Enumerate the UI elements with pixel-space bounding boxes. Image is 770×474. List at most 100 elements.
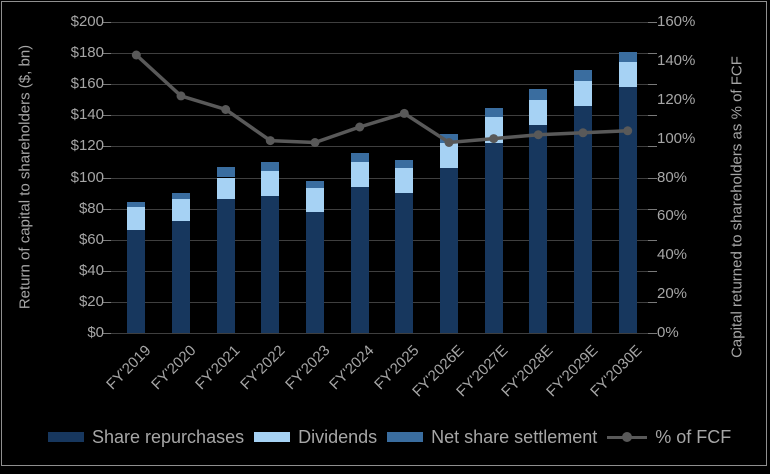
axis-tick <box>102 22 111 23</box>
gridline <box>110 271 648 272</box>
left-axis-tick-label: $0 <box>87 324 104 341</box>
legend: Share repurchases Dividends Net share sett… <box>48 425 731 449</box>
legend-item-pct-of-fcf: % of FCF <box>607 427 731 448</box>
gridline <box>110 84 648 85</box>
axis-tick <box>648 333 657 334</box>
axis-tick <box>102 178 111 179</box>
right-axis-title: Capital returned to shareholders as % of… <box>728 56 746 358</box>
left-axis-tick-label: $20 <box>78 292 104 310</box>
right-axis-tick-label: 0% <box>657 324 679 341</box>
bar-segment-dividends <box>127 207 146 231</box>
bar-segment-net-share-settlement <box>261 161 280 172</box>
axis-tick <box>102 333 111 334</box>
legend-item-share-repurchases: Share repurchases <box>48 427 244 448</box>
gridline <box>110 178 648 179</box>
left-axis-tick-label: $140 <box>70 106 104 124</box>
gridline <box>110 115 648 116</box>
bar-segment-share-repurchases <box>529 124 548 333</box>
gridline <box>110 333 648 334</box>
axis-tick <box>648 271 657 272</box>
legend-swatch <box>254 432 291 442</box>
legend-label: % of FCF <box>655 426 732 447</box>
bar-segment-share-repurchases <box>172 221 190 333</box>
axis-tick <box>648 115 657 116</box>
bar-segment-net-share-settlement <box>618 51 637 63</box>
axis-tick <box>648 84 657 85</box>
left-axis-tick-label: $80 <box>78 199 104 217</box>
left-axis-tick-label: $40 <box>78 261 104 279</box>
bar-segment-dividends <box>350 162 369 187</box>
left-axis-tick-label: $180 <box>70 44 104 62</box>
bar-segment-share-repurchases <box>395 193 414 333</box>
right-axis-tick-label: 140% <box>657 51 696 69</box>
legend-swatch <box>48 432 84 442</box>
right-axis-tick-label: 60% <box>657 207 688 225</box>
bar-segment-share-repurchases <box>127 230 146 333</box>
bar-segment-net-share-settlement <box>529 88 548 100</box>
axis-tick <box>648 302 657 303</box>
legend-label: Net share settlement <box>431 426 598 447</box>
bar-segment-net-share-settlement <box>127 202 146 208</box>
right-axis-tick-label: 120% <box>657 90 696 108</box>
axis-tick <box>102 271 111 272</box>
bar-segment-share-repurchases <box>306 211 324 333</box>
bar-segment-net-share-settlement <box>440 134 458 144</box>
bar-segment-net-share-settlement <box>350 152 369 162</box>
axis-tick <box>648 240 657 241</box>
bar-segment-dividends <box>306 188 324 212</box>
gridline <box>110 53 648 54</box>
bar-segment-dividends <box>618 62 637 88</box>
left-axis-tick-label: $120 <box>70 137 104 155</box>
axis-tick <box>102 302 111 303</box>
axis-tick <box>102 115 111 116</box>
bar-segment-share-repurchases <box>574 106 592 333</box>
axis-tick <box>648 53 657 54</box>
left-axis-tick-label: $200 <box>70 13 104 30</box>
bar-segment-share-repurchases <box>216 199 235 333</box>
gridline <box>110 146 648 147</box>
bar-segment-net-share-settlement <box>172 193 190 200</box>
left-axis-tick-label: $160 <box>70 75 104 93</box>
left-axis-tick-label: $60 <box>78 230 104 248</box>
axis-tick <box>102 84 111 85</box>
right-axis-tick-label: 160% <box>657 13 696 30</box>
axis-tick <box>648 209 657 210</box>
bar-segment-dividends <box>261 171 280 197</box>
bar-segment-dividends <box>172 199 190 222</box>
bar-segment-net-share-settlement <box>574 70 592 82</box>
legend-line-marker <box>607 432 648 442</box>
left-axis-title: Return of capital to shareholders ($, bn… <box>16 44 34 310</box>
axis-tick <box>102 209 111 210</box>
bar-segment-dividends <box>574 81 592 106</box>
axis-tick <box>102 53 111 54</box>
axis-tick <box>102 240 111 241</box>
bar-segment-share-repurchases <box>440 168 458 333</box>
bar-segment-dividends <box>395 168 414 194</box>
bar-segment-share-repurchases <box>484 143 503 333</box>
bar-segment-net-share-settlement <box>306 180 324 189</box>
legend-label: Dividends <box>298 426 378 447</box>
bar-segment-dividends <box>529 99 548 125</box>
bar-segment-net-share-settlement <box>216 166 235 178</box>
bar-segment-dividends <box>216 177 235 200</box>
bar-segment-net-share-settlement <box>395 160 414 169</box>
right-axis-tick-label: 80% <box>657 168 688 186</box>
axis-tick <box>648 178 657 179</box>
bar-segment-share-repurchases <box>350 186 369 333</box>
axis-tick <box>648 146 657 147</box>
gridline <box>110 240 648 241</box>
bar-segment-share-repurchases <box>618 87 637 333</box>
bar-segment-dividends <box>440 143 458 169</box>
left-axis-tick-label: $100 <box>70 168 104 186</box>
legend-item-dividends: Dividends <box>254 427 377 448</box>
bar-segment-net-share-settlement <box>484 107 503 117</box>
gridline <box>110 302 648 303</box>
gridline <box>110 209 648 210</box>
bar-segment-share-repurchases <box>261 196 280 333</box>
chart-frame <box>1 1 767 466</box>
right-axis-tick-label: 20% <box>657 285 688 303</box>
axis-tick <box>102 146 111 147</box>
bar-segment-dividends <box>484 116 503 144</box>
legend-swatch <box>387 432 424 442</box>
